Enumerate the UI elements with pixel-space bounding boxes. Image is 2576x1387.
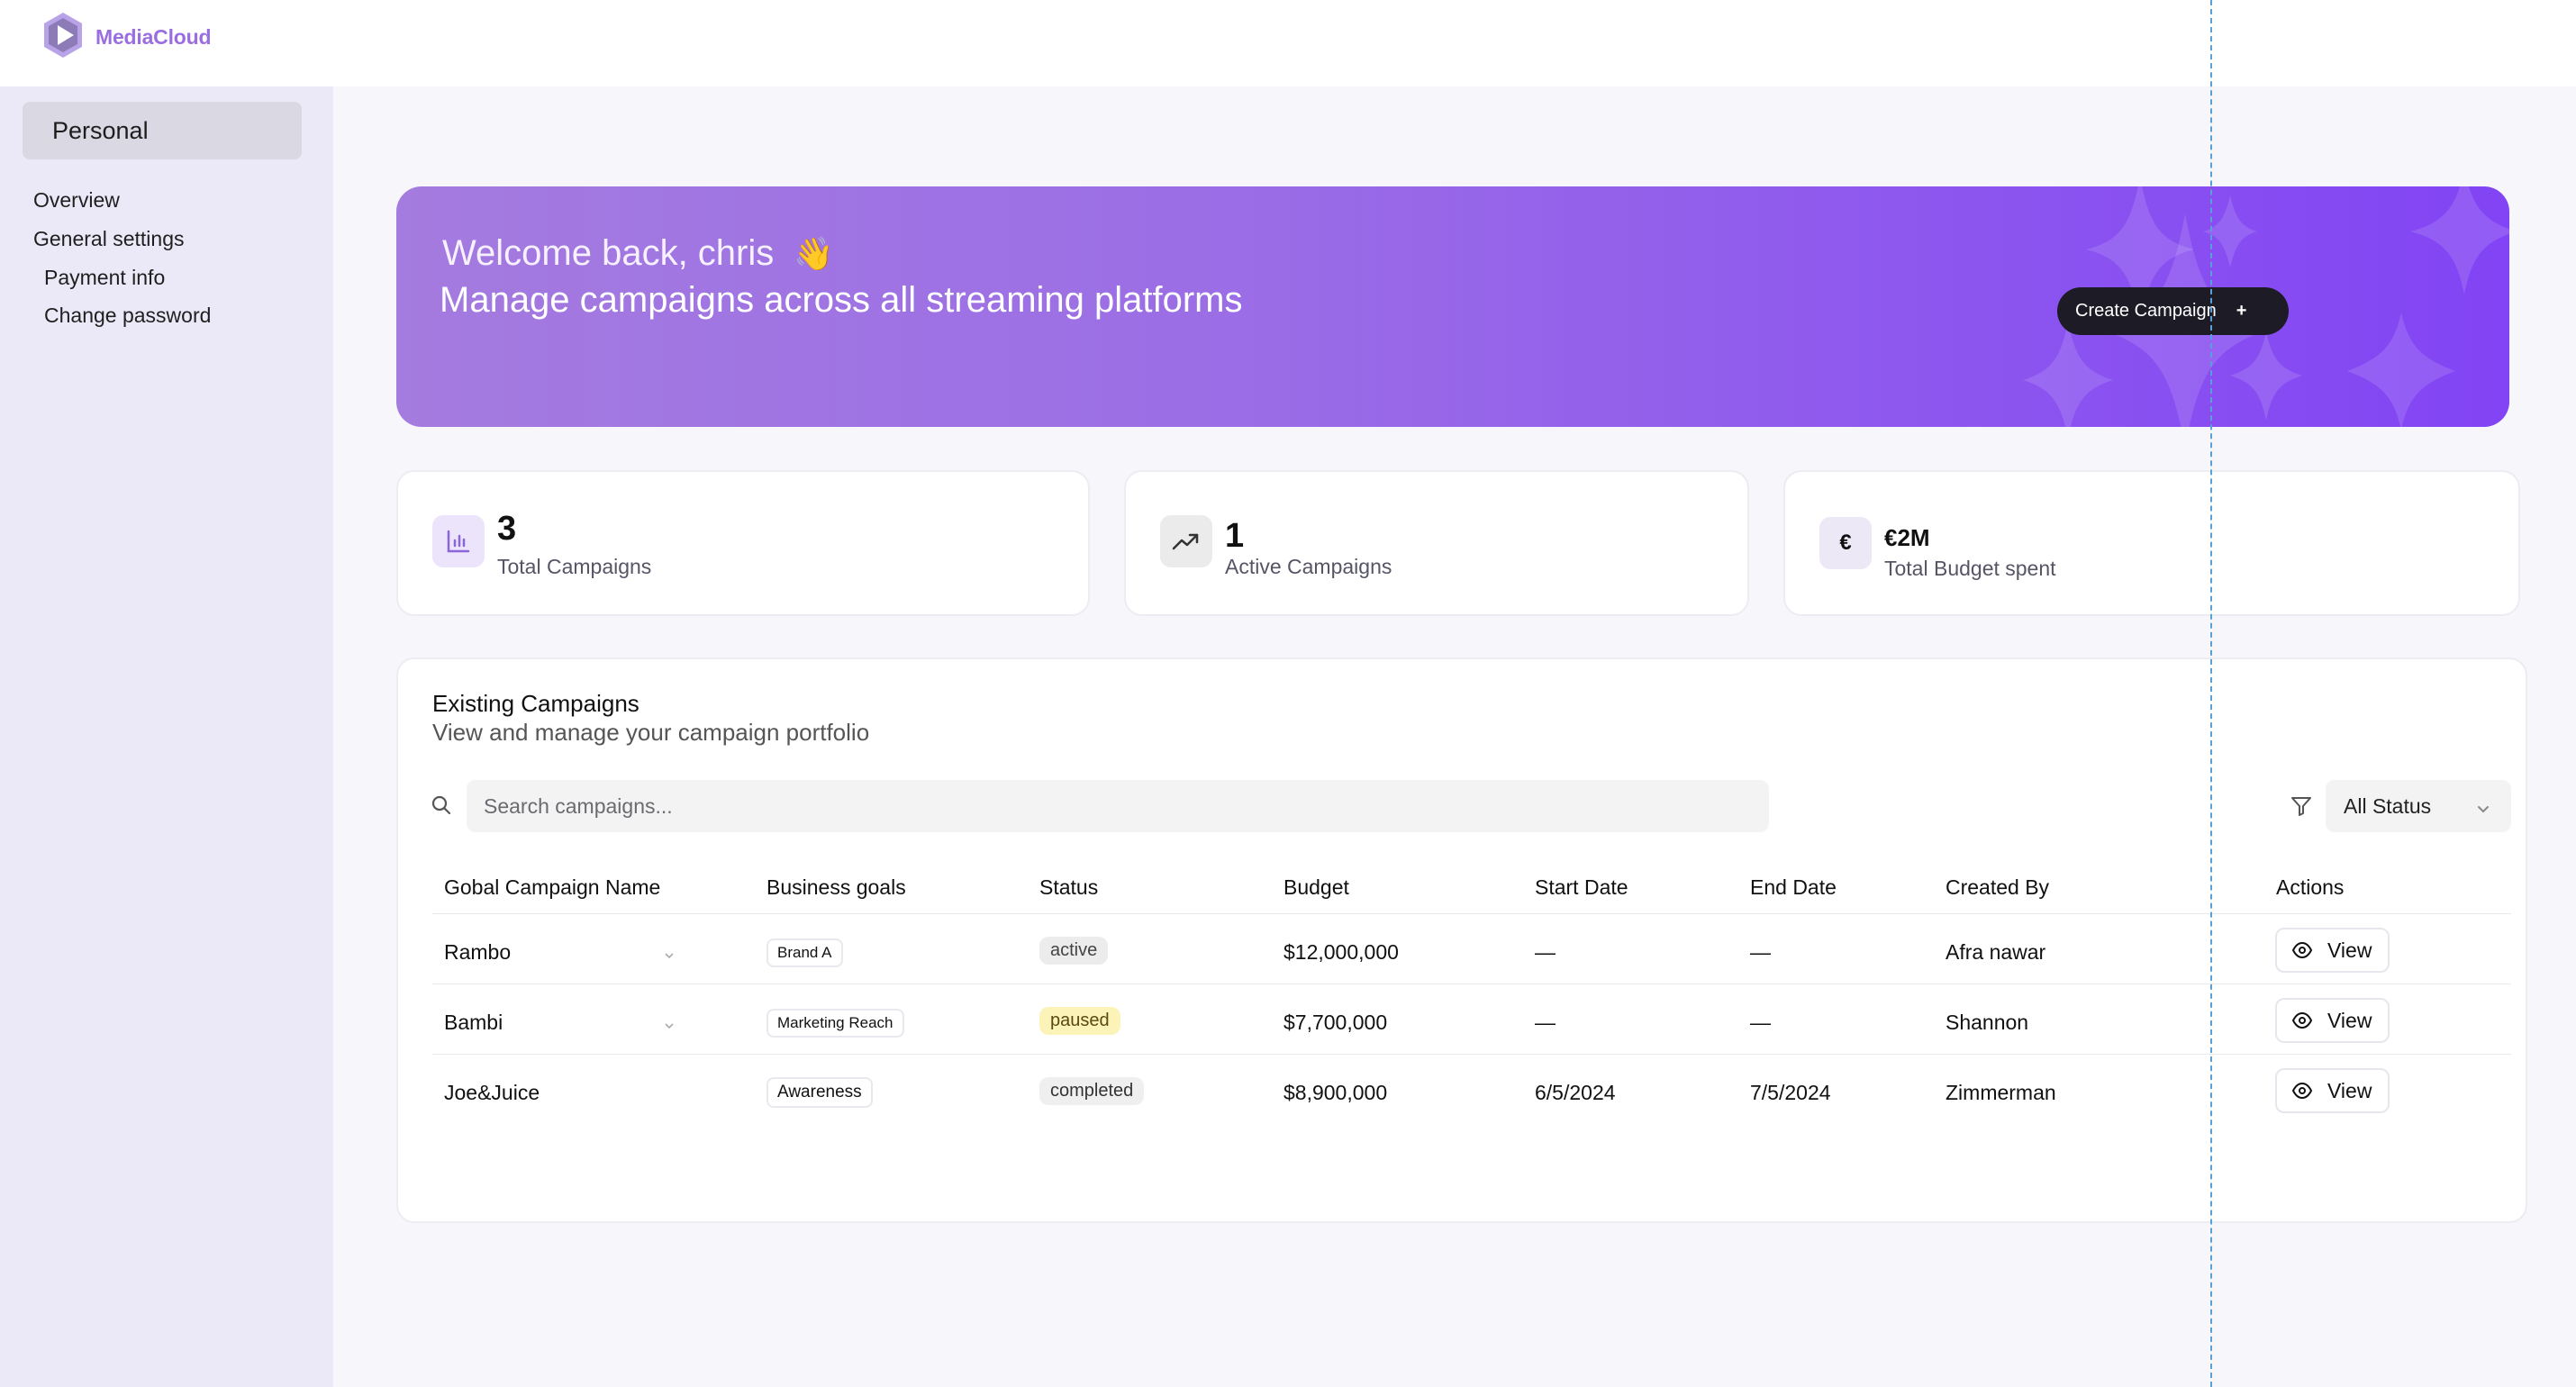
stat-card-active-campaigns: 1 Active Campaigns <box>1124 470 1749 616</box>
created-by: Afra nawar <box>1946 940 2046 964</box>
chevron-down-icon[interactable] <box>663 949 676 966</box>
column-header-actions: Actions <box>2276 875 2345 899</box>
stat-card-total-budget: € €2M Total Budget spent <box>1783 470 2520 616</box>
sidebar-section-personal[interactable]: Personal <box>23 102 302 159</box>
view-label: View <box>2327 1078 2372 1102</box>
end-date: — <box>1750 940 1771 964</box>
main-content: Welcome back, chris 👋 Manage campaigns ac… <box>333 86 2576 1387</box>
row-divider <box>432 1054 2511 1055</box>
column-header-status[interactable]: Status <box>1039 875 1099 899</box>
stat-label: Total Budget spent <box>1884 557 2056 580</box>
view-label: View <box>2327 938 2372 962</box>
create-campaign-button[interactable]: Create Campaign + <box>2057 287 2289 335</box>
eye-icon <box>2291 1082 2313 1100</box>
welcome-title: Welcome back, chris 👋 <box>442 233 834 274</box>
stat-value: 1 <box>1225 517 1245 555</box>
stat-value: €2M <box>1884 524 1930 551</box>
stat-card-total-campaigns: 3 Total Campaigns <box>396 470 1090 616</box>
sidebar-item-change-password[interactable]: Change password <box>44 304 212 327</box>
plus-icon: + <box>2236 301 2247 321</box>
business-goal-badge: Awareness <box>766 1077 873 1108</box>
created-by: Shannon <box>1946 1011 2029 1034</box>
chevron-down-icon[interactable] <box>663 1020 676 1037</box>
euro-icon: € <box>1819 517 1872 569</box>
budget-value: $8,900,000 <box>1283 1081 1388 1104</box>
welcome-banner: Welcome back, chris 👋 Manage campaigns ac… <box>396 186 2509 427</box>
status-filter-select[interactable]: All Status <box>2326 780 2511 832</box>
column-header-created-by[interactable]: Created By <box>1946 875 2050 899</box>
view-button[interactable]: View <box>2275 1068 2390 1113</box>
sidebar-item-payment-info[interactable]: Payment info <box>44 266 166 289</box>
column-header-start-date[interactable]: Start Date <box>1535 875 1628 899</box>
logo-icon <box>41 11 85 64</box>
eye-icon <box>2291 1011 2313 1029</box>
panel-subtitle: View and manage your campaign portfolio <box>432 719 870 746</box>
status-filter-value: All Status <box>2344 794 2432 818</box>
budget-value: $12,000,000 <box>1283 940 1399 964</box>
stat-label: Active Campaigns <box>1225 555 1392 578</box>
start-date: 6/5/2024 <box>1535 1081 1616 1104</box>
top-bar: MediaCloud <box>0 0 2576 86</box>
filter-icon[interactable] <box>2290 794 2313 822</box>
row-divider <box>432 913 2511 914</box>
bar-chart-icon <box>432 515 485 567</box>
view-label: View <box>2327 1008 2372 1032</box>
business-goal-badge: Brand A <box>766 938 843 967</box>
campaign-name[interactable]: Joe&Juice <box>444 1081 540 1104</box>
start-date: — <box>1535 940 1556 964</box>
column-header-end-date[interactable]: End Date <box>1750 875 1837 899</box>
waving-hand-icon: 👋 <box>794 235 835 272</box>
chevron-down-icon <box>2475 798 2491 822</box>
sidebar-item-overview[interactable]: Overview <box>33 188 120 212</box>
end-date: — <box>1750 1011 1771 1034</box>
business-goal-badge: Marketing Reach <box>766 1009 904 1038</box>
created-by: Zimmerman <box>1946 1081 2056 1104</box>
column-header-budget[interactable]: Budget <box>1283 875 1349 899</box>
panel-title: Existing Campaigns <box>432 690 639 717</box>
sidebar-item-general-settings[interactable]: General settings <box>33 227 185 250</box>
trending-up-icon <box>1160 515 1212 567</box>
logo[interactable]: MediaCloud <box>41 11 212 64</box>
start-date: — <box>1535 1011 1556 1034</box>
search-input[interactable] <box>467 780 1769 832</box>
layout-guide-line <box>2210 0 2212 1387</box>
stat-value: 3 <box>497 510 517 548</box>
end-date: 7/5/2024 <box>1750 1081 1831 1104</box>
create-campaign-label: Create Campaign <box>2075 301 2217 321</box>
sidebar: Personal Overview General settings Payme… <box>0 86 333 1387</box>
welcome-subtitle: Manage campaigns across all streaming pl… <box>440 280 1243 320</box>
stat-label: Total Campaigns <box>497 555 652 578</box>
status-badge: active <box>1039 937 1109 965</box>
view-button[interactable]: View <box>2275 998 2390 1043</box>
status-badge: completed <box>1039 1077 1145 1105</box>
campaign-name[interactable]: Rambo <box>444 940 512 964</box>
column-header-business-goals[interactable]: Business goals <box>766 875 906 899</box>
greeting-text: Welcome back, chris <box>442 233 775 273</box>
app-name: MediaCloud <box>95 25 212 49</box>
eye-icon <box>2291 941 2313 959</box>
status-badge: paused <box>1039 1007 1120 1035</box>
campaign-name[interactable]: Bambi <box>444 1011 503 1034</box>
existing-campaigns-panel: Existing Campaigns View and manage your … <box>396 657 2527 1223</box>
view-button[interactable]: View <box>2275 928 2390 973</box>
budget-value: $7,700,000 <box>1283 1011 1388 1034</box>
search-icon <box>431 794 452 820</box>
column-header-name[interactable]: Gobal Campaign Name <box>444 875 661 899</box>
